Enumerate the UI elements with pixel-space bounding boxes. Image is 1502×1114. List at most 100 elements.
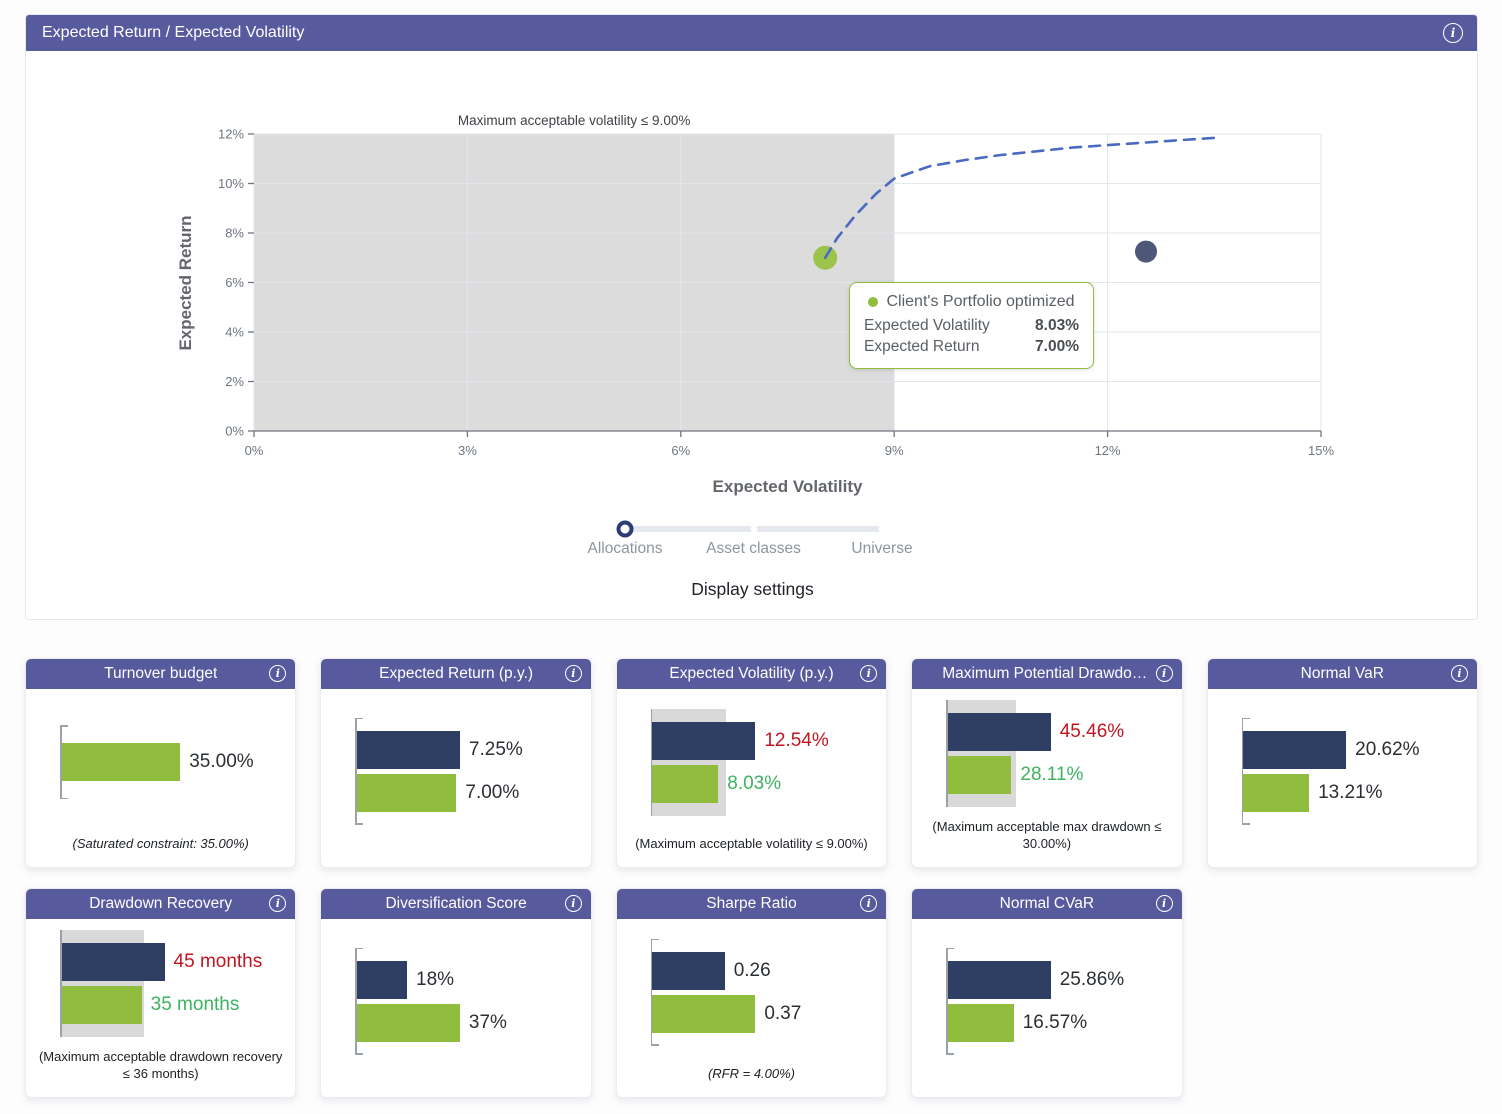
metric-card-chart: 7.25% 7.00%	[321, 689, 590, 853]
metric-card-footnote: (RFR = 4.00%)	[707, 1066, 796, 1082]
metric-card-header: Normal VaR i	[1207, 659, 1477, 689]
y-tick-label: 8%	[225, 226, 244, 241]
bar-value: 45.46%	[1059, 720, 1125, 742]
metric-cards-grid: Turnover budget i 35.00% (Saturated cons…	[25, 658, 1478, 1098]
bar-axis	[650, 938, 657, 1046]
navy-bar	[947, 712, 1051, 751]
y-tick-label: 2%	[225, 374, 244, 389]
y-tick-label: 12%	[218, 127, 244, 142]
bar-row: 18%	[355, 960, 579, 999]
expected-return-volatility-panel: Expected Return / Expected Volatility i …	[25, 14, 1478, 620]
bar-row: 37%	[355, 1003, 579, 1042]
bar-row: 20.62%	[1242, 730, 1466, 769]
bar-axis	[355, 717, 362, 825]
metric-card: Normal VaR i 20.62% 13.21%	[1206, 658, 1478, 868]
metric-card-header: Normal CVaR i	[912, 889, 1182, 919]
bar-axis	[60, 725, 66, 800]
info-icon[interactable]: i	[1155, 665, 1173, 682]
bar-row: 28.11%	[946, 755, 1170, 794]
y-tick-label: 4%	[225, 325, 244, 340]
bar-value: 7.25%	[468, 738, 523, 760]
bar-row: 35.00%	[60, 743, 284, 782]
panel-header: Expected Return / Expected Volatility i	[26, 15, 1477, 51]
metric-card-chart: 18% 37%	[321, 919, 590, 1083]
info-icon[interactable]: i	[860, 895, 878, 912]
x-tick-label: 12%	[1095, 443, 1121, 458]
info-icon[interactable]: i	[1450, 665, 1468, 682]
metric-card-header: Expected Return (p.y.) i	[321, 659, 591, 689]
info-icon[interactable]: i	[269, 665, 287, 682]
bar-row: 0.37	[651, 994, 875, 1033]
bar-row: 35 months	[60, 985, 284, 1024]
metric-card-title: Expected Return (p.y.)	[379, 665, 534, 682]
green-bar	[61, 743, 181, 782]
green-bar	[947, 1003, 1014, 1042]
bar-value: 18%	[416, 968, 455, 990]
portfolio-point[interactable]	[1135, 240, 1158, 263]
slider-option-allocations[interactable]: Allocations	[587, 540, 663, 557]
chart-tooltip: Client's Portfolio optimized Expected Vo…	[849, 282, 1094, 369]
metric-card-header: Maximum Potential Drawdow... i	[912, 659, 1182, 689]
metric-card-footnote: (Saturated constraint: 35.00%)	[72, 836, 249, 852]
bar-axis	[355, 947, 362, 1055]
slider-option-asset-classes[interactable]: Asset classes	[706, 540, 801, 557]
y-axis-title: Expected Return	[176, 215, 195, 351]
navy-bar	[61, 942, 165, 981]
metric-card-chart: 45 months 35 months	[26, 919, 295, 1048]
metric-card-chart: 35.00%	[26, 689, 295, 835]
metric-card: Diversification Score i 18% 37%	[320, 888, 592, 1098]
display-level-slider: Allocations Asset classes Universe	[588, 520, 913, 557]
green-bar	[1243, 773, 1310, 812]
metric-card-title: Diversification Score	[385, 895, 527, 912]
metric-card-title: Normal CVaR	[999, 895, 1095, 912]
metric-card-chart: 20.62% 13.21%	[1208, 689, 1477, 853]
bar-row: 7.00%	[355, 773, 579, 812]
info-icon[interactable]: i	[564, 895, 582, 912]
bar-value: 8.03%	[727, 772, 782, 794]
bar-value: 12.54%	[764, 729, 829, 751]
metric-card: Drawdown Recovery i 45 months 35 months (…	[25, 888, 297, 1098]
metric-card: Sharpe Ratio i 0.26 0.37 (RFR = 4.00%)	[615, 888, 888, 1098]
metric-card-footnote: (Maximum acceptable max drawdown ≤ 30.00…	[932, 818, 1162, 852]
slider-step-dot[interactable]	[878, 525, 886, 533]
slider-step-dot[interactable]	[750, 525, 757, 533]
slider-thumb[interactable]	[616, 520, 634, 538]
y-tick-label: 6%	[225, 275, 244, 290]
bar-value: 7.00%	[465, 781, 520, 803]
metric-card-header: Turnover budget i	[26, 659, 296, 689]
bar-value: 0.37	[764, 1002, 802, 1024]
bar-value: 16.57%	[1022, 1011, 1088, 1033]
metric-card: Expected Return (p.y.) i 7.25% 7.00%	[320, 658, 592, 868]
bar-row: 25.86%	[946, 960, 1170, 999]
bar-value: 0.26	[733, 959, 771, 981]
metric-card-title: Drawdown Recovery	[89, 895, 233, 912]
info-icon[interactable]: i	[860, 665, 878, 682]
bar-value: 35.00%	[189, 751, 254, 773]
metric-card-footnote	[1208, 853, 1477, 867]
slider-option-universe[interactable]: Universe	[851, 540, 913, 557]
bar-value: 20.62%	[1355, 738, 1420, 760]
bar-value: 13.21%	[1318, 781, 1383, 803]
info-icon[interactable]: i	[1155, 895, 1173, 912]
panel-title: Expected Return / Expected Volatility	[42, 24, 305, 41]
x-tick-label: 9%	[885, 443, 904, 458]
green-bar	[652, 764, 719, 803]
bar-row: 45 months	[60, 942, 284, 981]
tooltip-title: Client's Portfolio optimized	[886, 293, 1075, 310]
green-bar	[947, 755, 1012, 794]
info-icon[interactable]: i	[1443, 23, 1463, 43]
x-tick-label: 3%	[458, 443, 477, 458]
x-axis-title: Expected Volatility	[712, 477, 863, 496]
bar-value: 25.86%	[1059, 968, 1125, 990]
info-icon[interactable]: i	[564, 665, 582, 682]
y-tick-label: 10%	[218, 176, 244, 191]
bar-row: 45.46%	[946, 712, 1170, 751]
info-icon[interactable]: i	[269, 895, 287, 912]
bar-value: 37%	[468, 1011, 507, 1033]
navy-bar	[356, 960, 408, 999]
scatter-chart: 0% 3% 6% 9% 12% 15% 0% 2% 4% 6% 8% 10% 12% Maximum ac…	[26, 51, 1477, 619]
metric-card-chart: 0.26 0.37	[617, 919, 886, 1065]
navy-bar	[652, 951, 725, 990]
metric-card-title: Normal VaR	[1300, 665, 1384, 682]
bar-row: 13.21%	[1242, 773, 1466, 812]
